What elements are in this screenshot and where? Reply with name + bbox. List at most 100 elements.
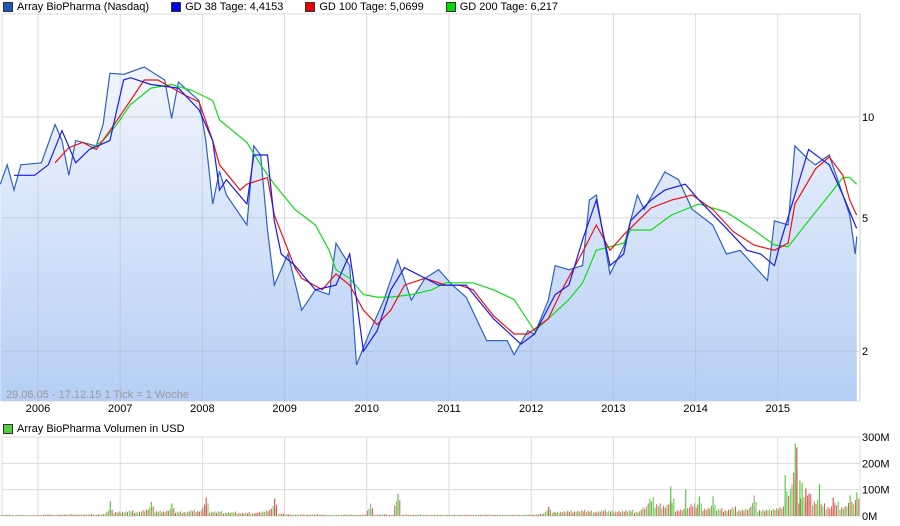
volume-legend-label: Array BioPharma Volumen in USD — [17, 423, 185, 435]
volume-bar — [450, 514, 452, 516]
volume-bar — [476, 515, 478, 516]
volume-bar — [615, 511, 617, 516]
legend-item-price: Array BioPharma (Nasdaq) — [3, 1, 149, 13]
volume-bar — [149, 507, 151, 516]
volume-bar — [106, 511, 108, 516]
volume-bar — [281, 514, 283, 516]
volume-bar — [529, 514, 531, 516]
volume-bar — [668, 504, 670, 516]
volume-bar — [221, 510, 223, 516]
volume-bar — [385, 514, 387, 516]
volume-bar — [317, 514, 319, 516]
volume-bar — [700, 503, 702, 516]
volume-bar — [118, 511, 120, 516]
volume-bar — [58, 514, 60, 516]
volume-bar — [851, 501, 853, 516]
volume-bar — [366, 510, 368, 516]
volume-bar — [252, 513, 254, 516]
volume-bar — [140, 511, 142, 516]
volume-bar — [181, 513, 183, 516]
volume-bar — [75, 514, 77, 516]
volume-bar — [798, 503, 800, 516]
volume-bar — [491, 514, 493, 516]
volume-bar-spike — [650, 501, 652, 516]
volume-bar — [48, 514, 50, 516]
volume-bar — [339, 514, 341, 516]
volume-bar — [673, 498, 675, 516]
volume-bar — [822, 506, 824, 516]
volume-bar — [154, 512, 156, 516]
volume-bar — [315, 514, 317, 516]
volume-bar — [445, 515, 447, 516]
volume-bar — [680, 509, 682, 516]
volume-bar — [272, 505, 274, 516]
volume-bar — [556, 511, 558, 516]
volume-bar — [104, 513, 106, 516]
volume-bar — [431, 515, 433, 516]
volume-bar — [514, 515, 516, 516]
volume-bar — [349, 514, 351, 516]
volume-bar — [132, 510, 134, 516]
volume-bar — [217, 511, 219, 516]
volume-bar — [752, 503, 754, 516]
volume-bar — [356, 515, 358, 516]
date-range-note: 29.06.05 - 17.12.15 1 Tick = 1 Woche — [6, 389, 189, 401]
volume-bar — [296, 514, 298, 516]
volume-y-tick-label: 0M — [862, 511, 877, 523]
volume-bar — [383, 514, 385, 516]
volume-bar — [298, 514, 300, 516]
volume-bar — [113, 513, 115, 516]
volume-bar — [606, 512, 608, 516]
volume-bar-spike — [818, 483, 821, 516]
volume-bar — [147, 509, 149, 516]
volume-bar — [34, 515, 36, 516]
volume-bar — [760, 511, 762, 516]
volume-bar — [310, 514, 312, 516]
price-area-fill — [0, 67, 857, 401]
volume-bar-spike — [397, 493, 399, 516]
volume-bar — [320, 514, 322, 516]
volume-legend: Array BioPharma Volumen in USD — [3, 423, 185, 435]
volume-bar — [596, 512, 598, 516]
volume-bar — [276, 504, 277, 516]
volume-bar — [195, 512, 197, 516]
volume-bar — [598, 511, 599, 516]
volume-bar — [8, 514, 10, 516]
volume-bar — [748, 508, 750, 516]
volume-bar — [632, 509, 634, 516]
volume-bar — [498, 514, 500, 516]
volume-bar — [166, 510, 168, 516]
volume-bar — [14, 515, 15, 516]
volume-bar — [294, 514, 296, 516]
volume-bar — [97, 514, 99, 516]
volume-bar — [157, 512, 159, 516]
volume-bar — [144, 511, 146, 516]
volume-bar — [574, 511, 575, 516]
volume-bar — [490, 515, 492, 516]
volume-bar-spike — [799, 480, 801, 516]
volume-bar — [353, 515, 355, 516]
volume-bar — [250, 513, 252, 516]
volume-bar — [127, 512, 128, 516]
volume-bar — [0, 515, 2, 516]
volume-bar — [10, 515, 12, 516]
volume-bar — [834, 503, 836, 516]
volume-bar-spike — [784, 475, 786, 516]
volume-bar — [723, 511, 724, 516]
volume-bar — [839, 509, 841, 516]
volume-bar — [562, 512, 563, 516]
volume-bar — [724, 510, 726, 516]
volume-bar — [589, 511, 591, 516]
volume-bar — [438, 515, 440, 516]
volume-bar — [449, 515, 450, 516]
volume-bar — [486, 514, 488, 516]
volume-bar — [375, 514, 377, 516]
volume-bar — [553, 511, 555, 516]
volume-bar — [810, 493, 812, 516]
volume-bar — [156, 511, 158, 516]
volume-bar — [495, 514, 497, 516]
volume-bar — [551, 513, 553, 516]
volume-bar — [306, 514, 308, 516]
volume-bar — [214, 511, 216, 516]
volume-bar — [642, 507, 644, 516]
